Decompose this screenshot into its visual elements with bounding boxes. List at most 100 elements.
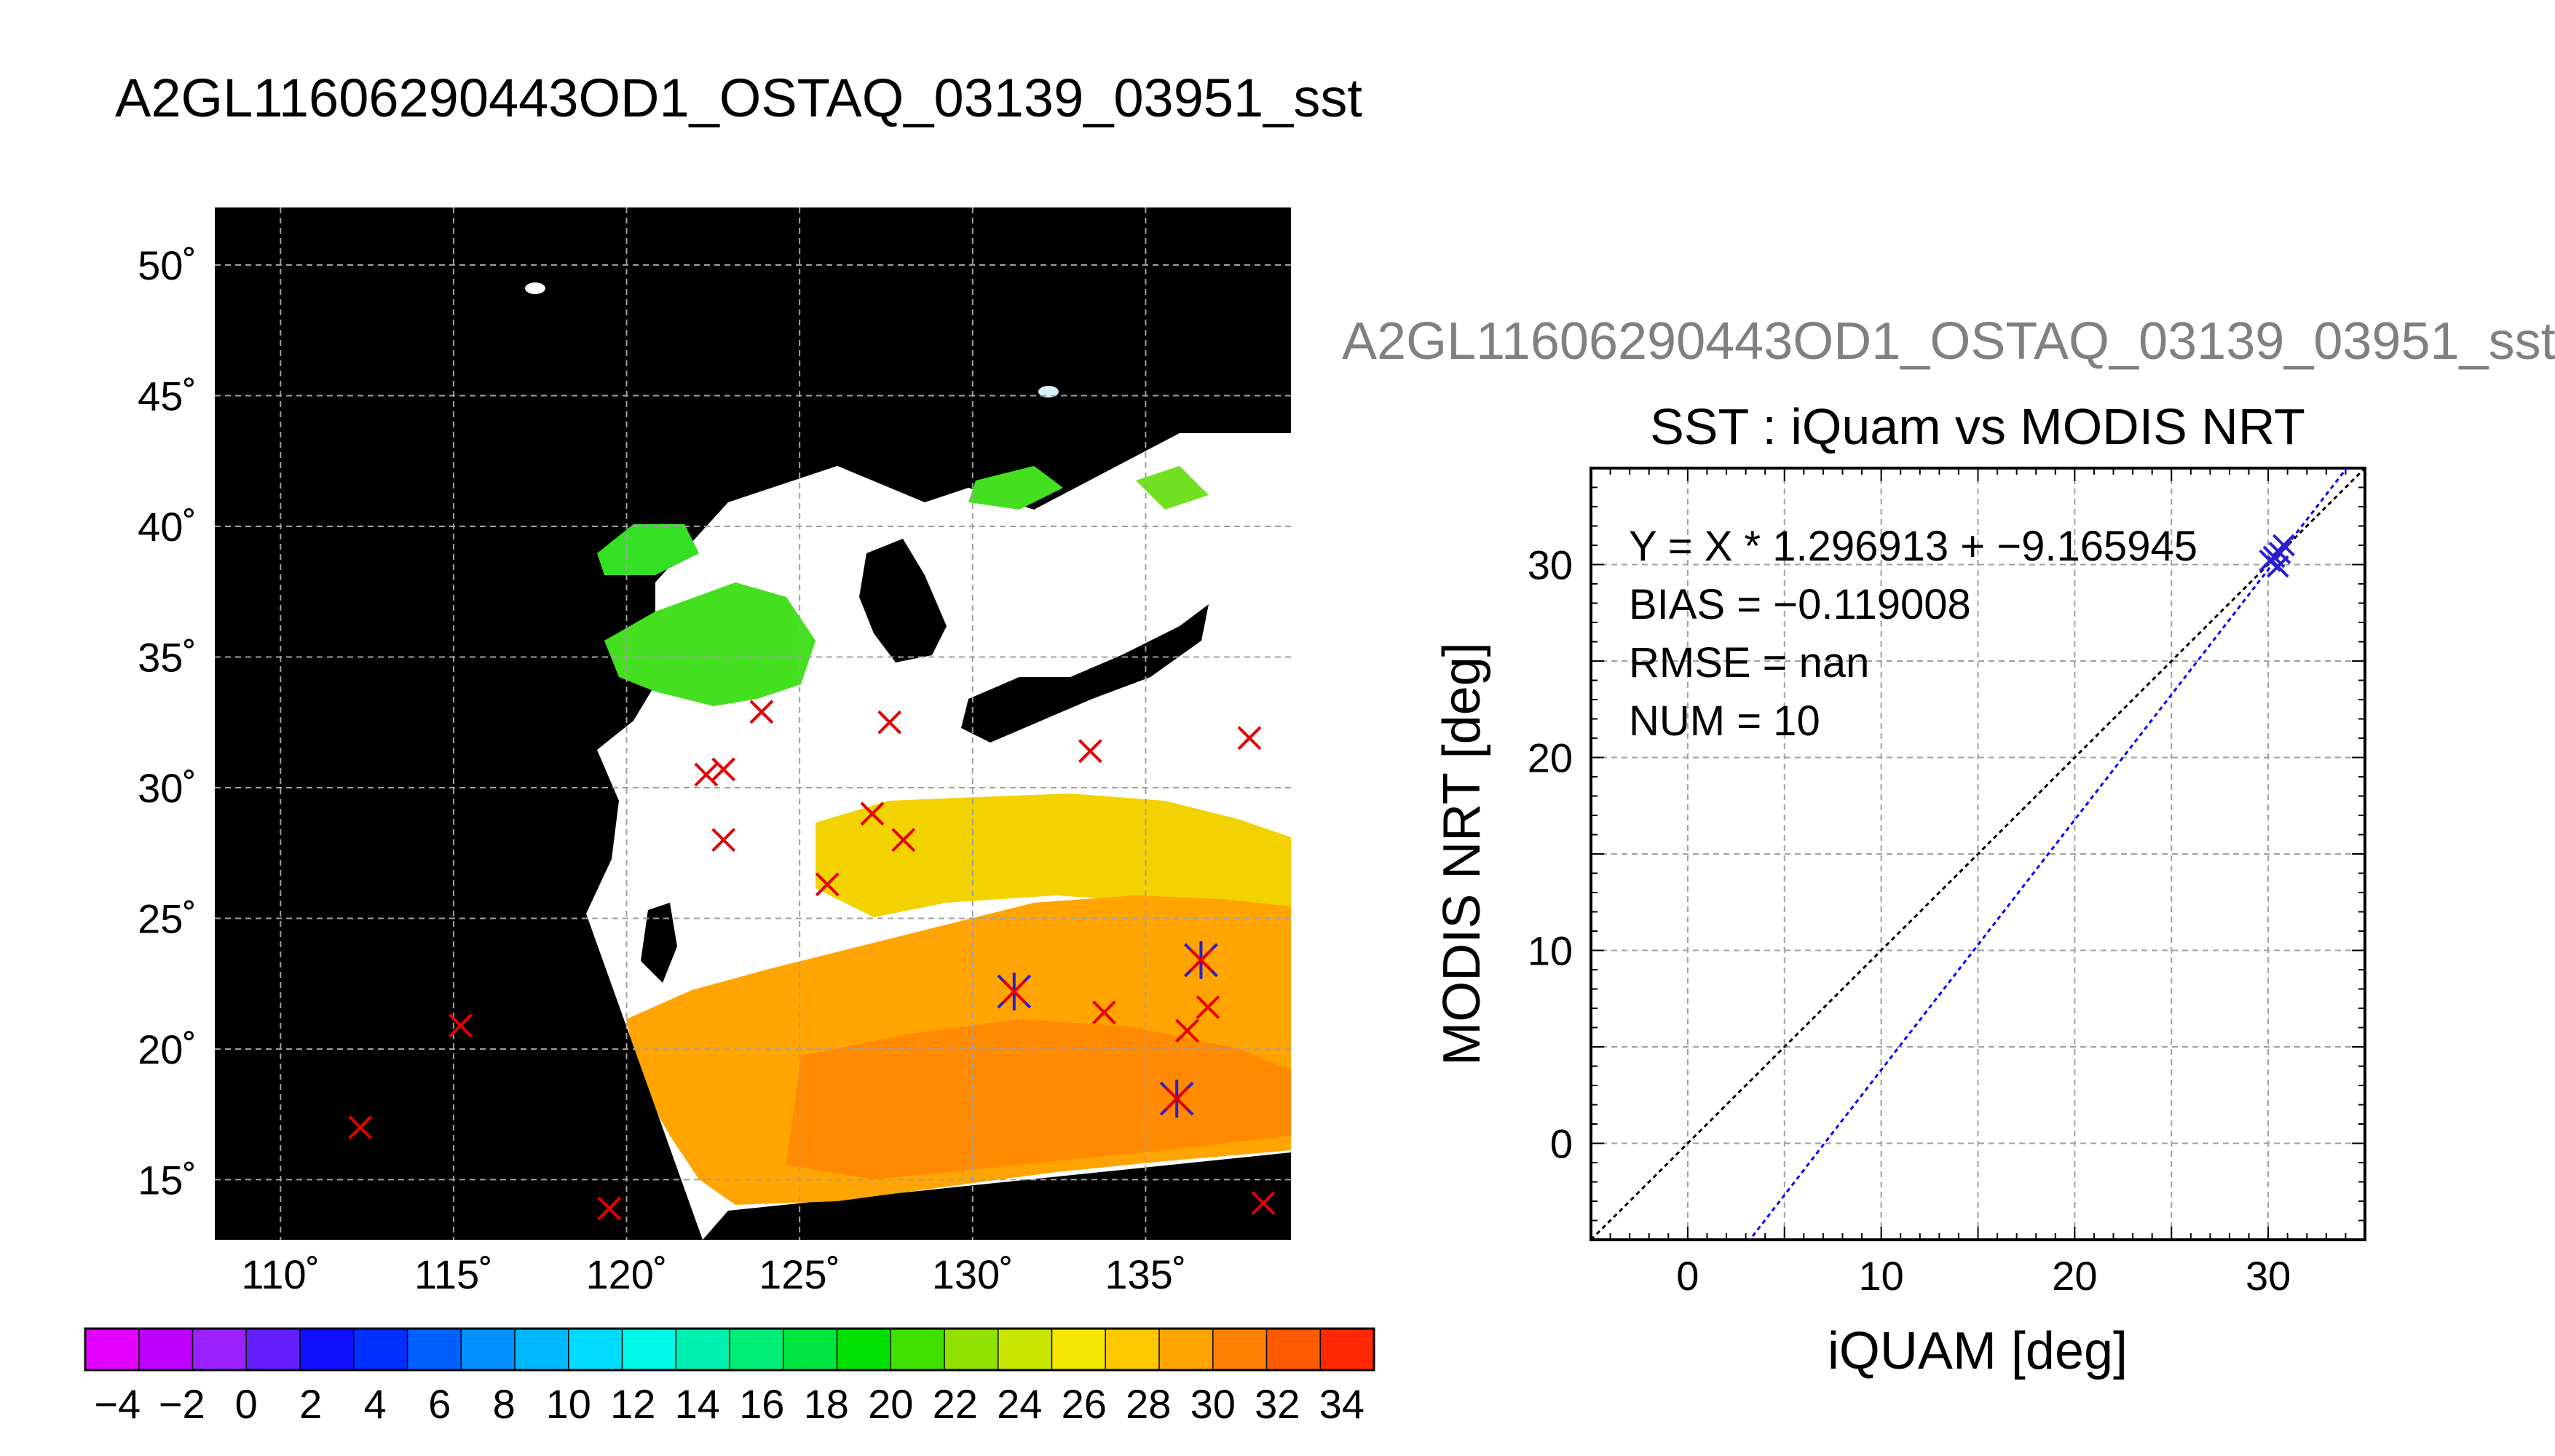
colorbar-tick: 2 [299, 1381, 322, 1427]
colorbar-cell [353, 1329, 408, 1370]
map-lon-tick: 135˚ [1105, 1251, 1186, 1297]
sst-map: 110˚ 115˚ 120˚ 125˚ 130˚ 135˚ 15˚ 20˚ 25˚ 30˚ 35˚ 4… [138, 207, 1291, 1297]
map-lat-tick: 45˚ [138, 373, 197, 419]
iquam-marker [877, 710, 902, 735]
scatter-stat-line: RMSE = nan [1629, 639, 1869, 687]
scatter-x-tick: 10 [1858, 1253, 1903, 1299]
colorbar-cell [1051, 1329, 1106, 1370]
scatter-gridlines [1590, 467, 2366, 1241]
iquam-marker [1002, 979, 1027, 1004]
iquam-marker [1251, 1191, 1276, 1216]
scatter-plot: SST : iQuam vs MODIS NRT 0 10 20 300102030 … [1433, 398, 2366, 1380]
colorbar-cell [1320, 1329, 1375, 1370]
swath-yellow [816, 794, 1291, 917]
colorbar-tick: 6 [428, 1381, 451, 1427]
scatter-x-tick: 0 [1676, 1253, 1699, 1299]
colorbar-tick: 0 [235, 1381, 258, 1427]
swath-green-north [597, 524, 699, 575]
map-lon-tick: 130˚ [932, 1251, 1014, 1297]
colorbar-cell [783, 1329, 837, 1370]
scatter-tick-labels: 0 10 20 30 0 10 20 30 [1528, 542, 2291, 1299]
map-lon-tick: 110˚ [241, 1251, 320, 1297]
land-japan [961, 604, 1209, 743]
main-title: A2GL11606290443OD1_OSTAQ_03139_03951_sst [115, 68, 1362, 128]
iquam-marker [860, 802, 885, 826]
colorbar-tick: 32 [1255, 1381, 1300, 1427]
scatter-y-tick: 30 [1528, 542, 1573, 588]
cloud-speck-2 [1038, 386, 1059, 397]
colorbar-tick: 24 [997, 1381, 1042, 1427]
iquam-marker [815, 872, 840, 897]
scatter-stats: Y = X * 1.296913 + −9.165945 BIAS = −0.11… [1629, 523, 2197, 745]
iquam-marker [711, 828, 736, 852]
colorbar-cell [192, 1329, 247, 1370]
map-lat-tick: 40˚ [138, 504, 197, 550]
iquam-marker [1189, 948, 1213, 973]
scatter-x-tick: 30 [2246, 1253, 2291, 1299]
colorbar-cell [138, 1329, 193, 1370]
colorbar-cell [568, 1329, 623, 1370]
map-lon-tick: 125˚ [759, 1251, 840, 1297]
scatter-ylabel: MODIS NRT [deg] [1433, 642, 1491, 1066]
iquam-marker [1078, 739, 1102, 764]
iquam-marker [1175, 1018, 1199, 1043]
colorbar-tick: 8 [493, 1381, 516, 1427]
iquam-marker [449, 1013, 473, 1038]
scatter-points [2259, 534, 2295, 578]
scatter-stat-line: NUM = 10 [1629, 697, 1820, 745]
scatter-y-tick: 10 [1528, 928, 1573, 974]
iquam-marker [711, 757, 736, 782]
scatter-stat-line: Y = X * 1.296913 + −9.165945 [1629, 523, 2197, 570]
colorbar-cell [515, 1329, 569, 1370]
scatter-x-tick: 20 [2052, 1253, 2097, 1299]
swath-green-yellowsea [604, 582, 816, 706]
colorbar-cell [1266, 1329, 1321, 1370]
colorbar-tick: 18 [804, 1381, 849, 1427]
colorbar-tick: −2 [159, 1381, 205, 1427]
colorbar-cell [891, 1329, 945, 1370]
map-lat-tick: 35˚ [138, 634, 197, 680]
scatter-point [2272, 534, 2295, 557]
colorbar-cell [837, 1329, 891, 1370]
cloud-speck [525, 282, 545, 294]
iquam-marker [1164, 1086, 1189, 1111]
iquam-marker [694, 762, 719, 787]
iquam-marker [1196, 995, 1220, 1019]
colorbar-cell [300, 1329, 355, 1370]
scatter-title: SST : iQuam vs MODIS NRT [1650, 398, 2305, 455]
map-lat-tick: 25˚ [138, 895, 197, 941]
colorbar-tick: 12 [610, 1381, 655, 1427]
colorbar-tick: 4 [364, 1381, 387, 1427]
iquam-marker [1091, 1000, 1116, 1025]
colorbar-tick: 26 [1062, 1381, 1107, 1427]
colorbar-tick: 16 [739, 1381, 784, 1427]
scatter-stat-line: BIAS = −0.119008 [1629, 581, 1971, 628]
colorbar-tick: 34 [1319, 1381, 1365, 1427]
colorbar-cell [676, 1329, 730, 1370]
colorbar-cell [1212, 1329, 1267, 1370]
scatter-y-tick: 20 [1528, 735, 1573, 781]
colorbar-cell [998, 1329, 1052, 1370]
map-gridlines [215, 207, 1291, 1240]
colorbar-tick-labels: −4 −2 0 2 4 6 8 10 12 14 16 18 20 22 24 26 28 30 32 34 [94, 1381, 1365, 1427]
colorbar-cells [85, 1329, 1375, 1370]
colorbar-tick: 14 [675, 1381, 720, 1427]
colorbar-tick: 28 [1126, 1381, 1171, 1427]
swath-left-edge [215, 914, 703, 1240]
map-tick-labels: 110˚ 115˚ 120˚ 125˚ 130˚ 135˚ 15˚ 20˚ 25˚ 30˚ 35˚ 4… [138, 242, 1186, 1297]
colorbar-cell [461, 1329, 516, 1370]
map-lat-tick: 20˚ [138, 1026, 197, 1072]
colorbar: −4 −2 0 2 4 6 8 10 12 14 16 18 20 22 24 26 28 30 32 34 [84, 1327, 1375, 1427]
colorbar-cell [944, 1329, 999, 1370]
map-lat-tick: 30˚ [138, 765, 197, 811]
iquam-marker [749, 700, 774, 724]
colorbar-tick: 22 [933, 1381, 978, 1427]
iquam-marker [891, 828, 916, 852]
map-lon-tick: 120˚ [585, 1251, 667, 1297]
sub-title: A2GL11606290443OD1_OSTAQ_03139_03951_sst [1342, 312, 2555, 371]
map-lat-tick: 50˚ [138, 242, 197, 288]
map-markers [348, 700, 1276, 1221]
identity-line [1591, 468, 2365, 1240]
colorbar-cell [622, 1329, 676, 1370]
swath-orange-dark [786, 1019, 1291, 1179]
